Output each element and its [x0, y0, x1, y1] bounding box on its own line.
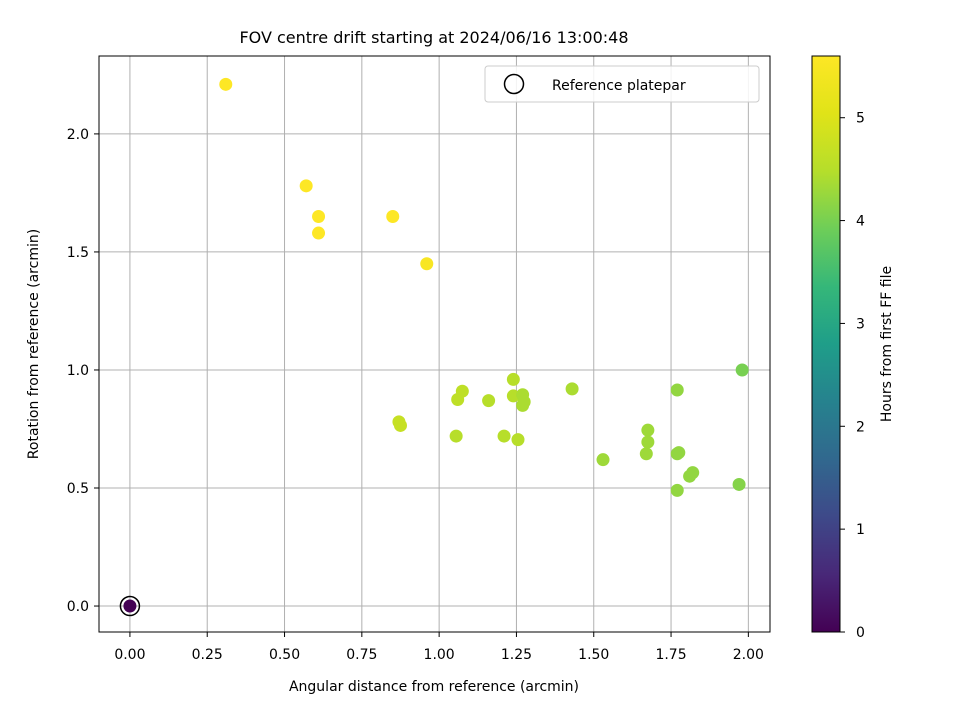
- x-tick-label: 0.50: [269, 647, 300, 663]
- data-point: [639, 447, 653, 461]
- legend: Reference platepar: [484, 65, 760, 103]
- colorbar-tick-label: 1: [856, 522, 865, 538]
- x-tick-label: 0.75: [346, 647, 377, 663]
- x-axis-label: Angular distance from reference (arcmin): [289, 679, 579, 695]
- colorbar-ticks: 0 1 2 3 4 5: [840, 111, 865, 641]
- data-point: [672, 446, 686, 460]
- colorbar-tick-label: 4: [856, 214, 865, 230]
- data-point: [670, 483, 684, 497]
- reference-point-marker: [119, 595, 141, 617]
- data-point: [219, 77, 233, 91]
- y-tick-label: 2.0: [67, 127, 89, 143]
- plot-frame: [98, 55, 771, 633]
- legend-box: [484, 65, 760, 103]
- data-point: [511, 433, 525, 447]
- data-point: [123, 599, 137, 613]
- chart-title: FOV centre drift starting at 2024/06/16 …: [239, 28, 628, 47]
- x-tick-label: 1.25: [501, 647, 532, 663]
- data-point: [386, 210, 400, 224]
- data-point: [732, 477, 746, 491]
- data-point: [686, 466, 700, 480]
- x-axis-ticks: 0.00 0.25 0.50 0.75 1.00 1.25 1.50 1.75 2.00: [114, 632, 764, 663]
- data-point: [312, 210, 326, 224]
- colorbar-tick-label: 3: [856, 316, 865, 332]
- x-tick-label: 1.00: [424, 647, 455, 663]
- x-tick-label: 1.75: [655, 647, 686, 663]
- y-axis-label: Rotation from reference (arcmin): [26, 229, 42, 459]
- data-point: [299, 179, 313, 193]
- data-point: [596, 453, 610, 467]
- colorbar-label: Hours from first FF file: [879, 266, 895, 422]
- data-point: [455, 384, 469, 398]
- data-point: [449, 429, 463, 443]
- colorbar: 0 1 2 3 4 5 Hours from first FF file: [811, 55, 895, 641]
- data-point: [517, 395, 531, 409]
- x-tick-label: 0.00: [114, 647, 145, 663]
- y-tick-label: 1.5: [67, 245, 89, 261]
- legend-marker-icon: [503, 73, 525, 95]
- data-point: [482, 394, 496, 408]
- data-point: [641, 435, 655, 449]
- data-point: [497, 429, 511, 443]
- x-tick-label: 0.25: [192, 647, 223, 663]
- data-point: [641, 423, 655, 437]
- data-point: [670, 383, 684, 397]
- colorbar-tick-label: 5: [856, 111, 865, 127]
- y-axis-ticks: 0.0 0.5 1.0 1.5 2.0: [67, 127, 99, 615]
- legend-entry-label: Reference platepar: [552, 78, 686, 94]
- x-tick-label: 1.50: [578, 647, 609, 663]
- data-point: [312, 226, 326, 240]
- grid: [99, 56, 770, 632]
- data-point: [420, 257, 434, 271]
- data-points: [119, 77, 749, 617]
- y-tick-label: 0.0: [67, 599, 89, 615]
- data-point: [393, 418, 407, 432]
- colorbar-tick-label: 2: [856, 419, 865, 435]
- y-tick-label: 0.5: [67, 481, 89, 497]
- data-point: [565, 382, 579, 396]
- colorbar-gradient: [811, 55, 841, 633]
- y-tick-label: 1.0: [67, 363, 89, 379]
- x-tick-label: 2.00: [733, 647, 764, 663]
- colorbar-tick-label: 0: [856, 625, 865, 641]
- data-point: [735, 363, 749, 377]
- data-point: [506, 372, 520, 386]
